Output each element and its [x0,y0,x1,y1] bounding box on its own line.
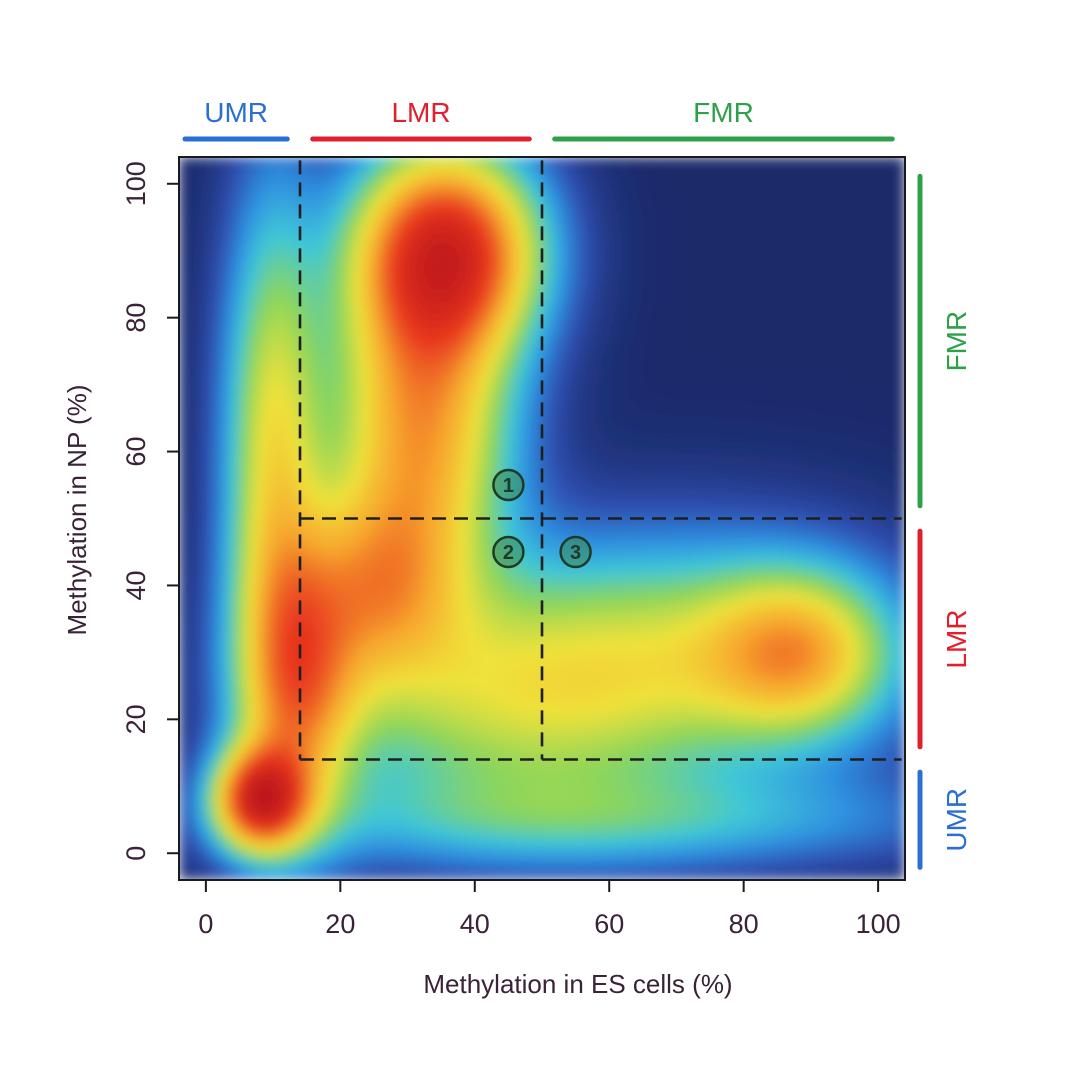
top-bar-lmr: LMR [310,97,532,142]
right-bar-umr: UMR [917,769,972,870]
x-tick-label: 20 [325,909,355,939]
x-axis-label: Methylation in ES cells (%) [423,969,732,999]
plot-frame [178,156,906,881]
region-bar-label: FMR [693,97,754,128]
top-bar-umr: UMR [182,97,290,142]
region-bar-label: UMR [941,788,972,852]
region-marker-3: 3 [559,535,592,569]
x-tick-label: 100 [856,909,901,939]
marker-circle [492,468,525,502]
right-region-bars: FMR LMR UMR [917,173,972,870]
x-axis-ticks: 0 20 40 60 80 100 [198,880,901,939]
right-bar-fmr: FMR [917,173,972,509]
y-tick-label: 80 [121,303,151,333]
y-tick-label: 60 [121,437,151,467]
region-bar-label: FMR [941,311,972,372]
y-tick-label: 100 [121,161,151,206]
top-region-bars: UMR LMR FMR [182,97,895,142]
y-tick-label: 0 [121,846,151,861]
region-markers: 1 2 3 [492,468,592,569]
region-marker-1: 1 [492,468,525,502]
region-bar-label: UMR [204,97,268,128]
y-tick-label: 20 [121,704,151,734]
marker-label: 3 [570,542,581,564]
region-bar-label: LMR [941,609,972,668]
right-bar-lmr: LMR [917,528,972,750]
x-tick-label: 60 [594,909,624,939]
top-bar-fmr: FMR [552,97,895,142]
marker-label: 2 [503,542,514,564]
y-axis-label: Methylation in NP (%) [62,385,92,636]
region-marker-2: 2 [492,535,525,569]
marker-circle [559,535,592,569]
x-tick-label: 80 [729,909,759,939]
y-axis-ticks: 0 20 40 60 80 100 [121,161,179,861]
y-tick-label: 40 [121,570,151,600]
marker-label: 1 [503,475,514,497]
x-tick-label: 40 [460,909,490,939]
region-boundaries [298,160,902,761]
marker-circle [492,535,525,569]
region-bar-label: LMR [391,97,450,128]
x-tick-label: 0 [198,909,213,939]
